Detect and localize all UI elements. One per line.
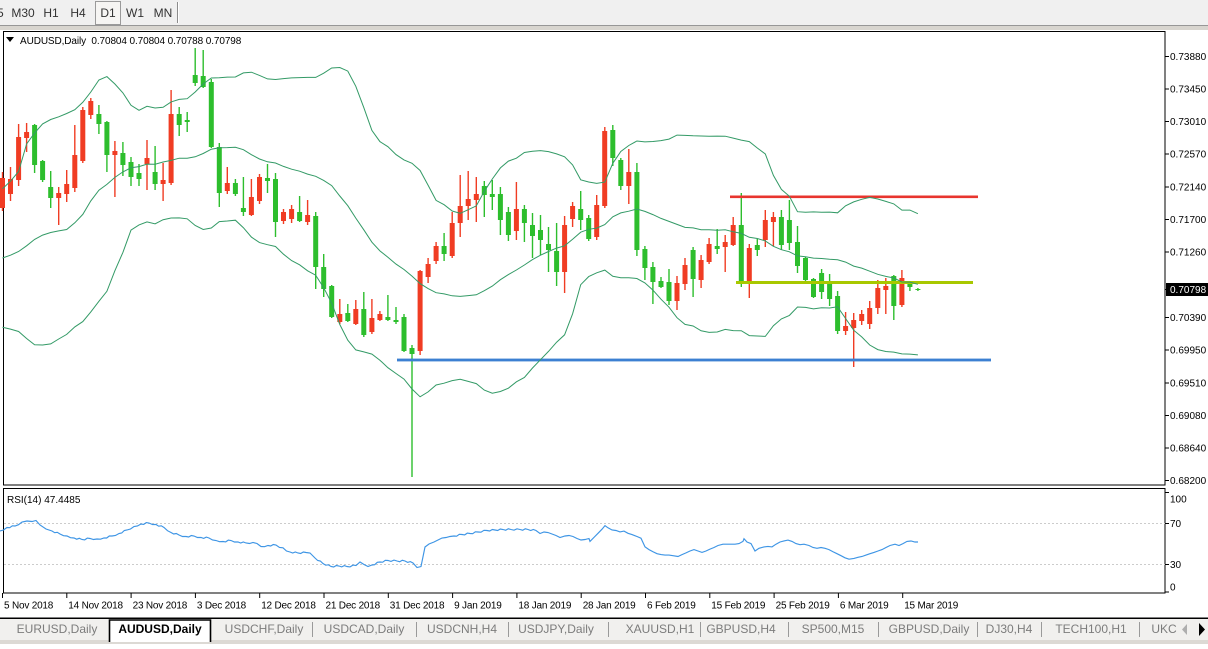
svg-text:USDCNH,H4: USDCNH,H4 <box>427 622 497 636</box>
svg-text:MN: MN <box>154 6 173 20</box>
svg-text:0.70798: 0.70798 <box>1170 285 1207 296</box>
svg-text:DJ30,H4: DJ30,H4 <box>986 622 1033 636</box>
svg-text:GBPUSD,Daily: GBPUSD,Daily <box>889 622 970 636</box>
svg-text:UKC: UKC <box>1151 622 1177 636</box>
svg-text:0.72140: 0.72140 <box>1170 183 1207 194</box>
svg-text:100: 100 <box>1170 495 1187 506</box>
svg-text:0.70390: 0.70390 <box>1170 313 1207 324</box>
svg-text:H1: H1 <box>43 6 59 20</box>
svg-text:0.72570: 0.72570 <box>1170 150 1207 161</box>
svg-text:23 Nov 2018: 23 Nov 2018 <box>133 601 188 612</box>
svg-text:D1: D1 <box>100 6 116 20</box>
svg-text:M30: M30 <box>11 6 35 20</box>
svg-text:21 Dec 2018: 21 Dec 2018 <box>326 601 381 612</box>
svg-text:3 Dec 2018: 3 Dec 2018 <box>197 601 247 612</box>
svg-text:USDCHF,Daily: USDCHF,Daily <box>225 622 304 636</box>
svg-text:EURUSD,Daily: EURUSD,Daily <box>17 622 98 636</box>
svg-text:0.73880: 0.73880 <box>1170 52 1207 63</box>
svg-text:0.68640: 0.68640 <box>1170 444 1207 455</box>
svg-text:AUDUSD,Daily: AUDUSD,Daily <box>118 622 202 636</box>
svg-text:0.69510: 0.69510 <box>1170 379 1207 390</box>
svg-text:0.69950: 0.69950 <box>1170 346 1207 357</box>
svg-text:5 Nov 2018: 5 Nov 2018 <box>4 601 54 612</box>
svg-text:RSI(14) 47.4485: RSI(14) 47.4485 <box>7 495 81 506</box>
svg-text:30: 30 <box>1170 560 1182 571</box>
svg-text:0.71700: 0.71700 <box>1170 215 1207 226</box>
svg-text:9 Jan 2019: 9 Jan 2019 <box>454 601 502 612</box>
svg-text:AUDUSD,Daily 0.70804 0.70804: AUDUSD,Daily 0.70804 0.70804 0.70788 0.7… <box>20 36 242 47</box>
svg-text:0.73010: 0.73010 <box>1170 117 1207 128</box>
svg-text:USDCAD,Daily: USDCAD,Daily <box>324 622 405 636</box>
svg-text:6 Feb 2019: 6 Feb 2019 <box>647 601 696 612</box>
svg-text:31 Dec 2018: 31 Dec 2018 <box>390 601 445 612</box>
svg-text:0: 0 <box>1170 583 1176 594</box>
svg-text:70: 70 <box>1170 519 1182 530</box>
svg-text:25 Feb 2019: 25 Feb 2019 <box>776 601 831 612</box>
svg-text:TECH100,H1: TECH100,H1 <box>1055 622 1127 636</box>
svg-text:6 Mar 2019: 6 Mar 2019 <box>840 601 889 612</box>
svg-text:0.68200: 0.68200 <box>1170 476 1207 487</box>
svg-text:USDJPY,Daily: USDJPY,Daily <box>518 622 594 636</box>
svg-text:0.71260: 0.71260 <box>1170 248 1207 259</box>
svg-text:15 Feb 2019: 15 Feb 2019 <box>711 601 766 612</box>
svg-text:GBPUSD,H4: GBPUSD,H4 <box>706 622 776 636</box>
svg-text:H4: H4 <box>70 6 86 20</box>
svg-text:15 Mar 2019: 15 Mar 2019 <box>904 601 959 612</box>
svg-text:XAUUSD,H1: XAUUSD,H1 <box>626 622 695 636</box>
svg-text:0.69080: 0.69080 <box>1170 411 1207 422</box>
svg-text:18 Jan 2019: 18 Jan 2019 <box>518 601 571 612</box>
svg-text:14 Nov 2018: 14 Nov 2018 <box>68 601 123 612</box>
svg-text:28 Jan 2019: 28 Jan 2019 <box>583 601 636 612</box>
svg-text:5: 5 <box>0 6 4 20</box>
svg-text:12 Dec 2018: 12 Dec 2018 <box>261 601 316 612</box>
svg-text:0.73450: 0.73450 <box>1170 85 1207 96</box>
svg-text:SP500,M15: SP500,M15 <box>802 622 865 636</box>
svg-text:W1: W1 <box>126 6 144 20</box>
